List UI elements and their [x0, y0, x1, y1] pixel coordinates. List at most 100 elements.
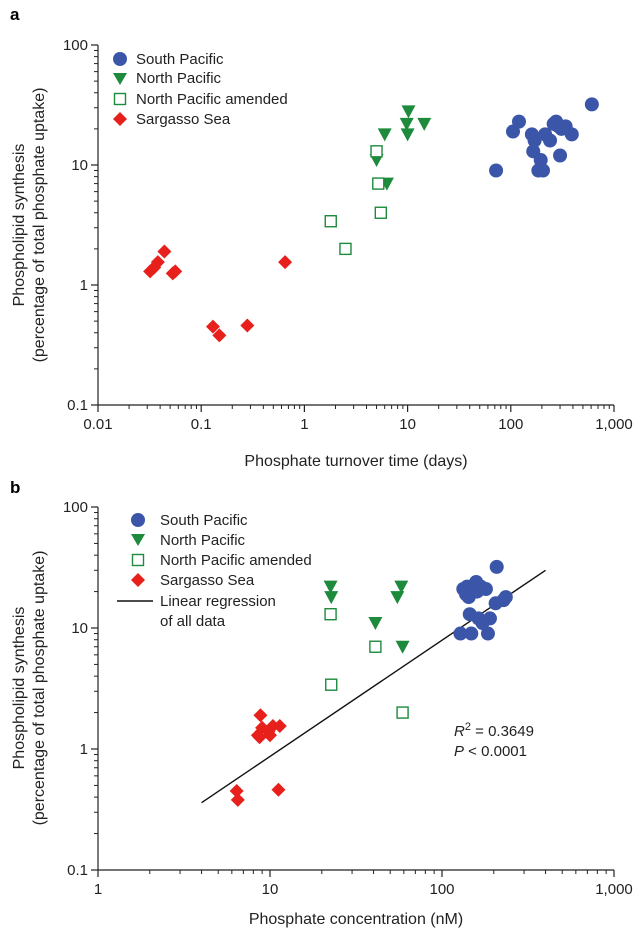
- panel-b-y-axis-title-line2: (percentage of total phosphate uptake): [31, 551, 48, 826]
- north-pacific-amended-point: [372, 177, 385, 190]
- south-pacific-point: [480, 626, 495, 641]
- south-pacific-point: [464, 626, 479, 641]
- legend-label-regression-line2: of all data: [160, 613, 226, 630]
- r-squared-value: = 0.3649: [471, 723, 534, 740]
- p-value-text: P < 0.0001: [454, 743, 527, 760]
- panel-b: b 1 10 100 1,000 0.1 1 10 100 Phosphate concent…: [10, 478, 633, 928]
- north-pacific-point: [323, 580, 338, 594]
- north-pacific-amended-point: [324, 608, 337, 621]
- y-tick-label: 10: [71, 157, 88, 174]
- north-pacific-amended-point: [374, 206, 388, 219]
- north-pacific-point: [395, 640, 410, 654]
- p-symbol: P: [454, 743, 464, 760]
- panel-b-points: [229, 559, 513, 807]
- legend-marker-north-pacific-amended: [131, 553, 145, 567]
- panel-b-label: b: [10, 478, 20, 497]
- legend-label-north-pacific-amended: North Pacific amended: [160, 552, 312, 569]
- y-tick-label: 100: [63, 499, 88, 516]
- north-pacific-point: [417, 117, 432, 131]
- legend-marker-south-pacific: [113, 52, 127, 66]
- sargasso-sea-point: [230, 792, 245, 807]
- north-pacific-amended-point: [339, 242, 352, 256]
- panel-a-legend: South Pacific North Pacific North Pacifi…: [113, 51, 288, 128]
- x-tick-label: 1: [94, 881, 102, 898]
- panel-b-regression: [201, 569, 546, 804]
- panel-a-ticks: 0.01 0.1 1 10 100 1,000 0.1 1 10 100: [63, 37, 633, 433]
- north-pacific-amended-point: [325, 678, 338, 691]
- legend-label-north-pacific: North Pacific: [160, 532, 246, 549]
- y-tick-label: 1: [80, 277, 88, 294]
- y-tick-label: 0.1: [67, 862, 88, 879]
- north-pacific-point: [390, 591, 405, 605]
- legend-label-south-pacific: South Pacific: [136, 51, 224, 68]
- south-pacific-point: [489, 559, 504, 574]
- panel-b-legend: South Pacific North Pacific North Pacifi…: [117, 512, 312, 630]
- panel-a: a 0.01 0.1 1 10 100 1,000 0.1 1 10 100 Phosphate …: [10, 5, 633, 470]
- north-pacific-point: [368, 616, 383, 630]
- legend-label-north-pacific-amended: North Pacific amended: [136, 91, 288, 108]
- legend-marker-north-pacific: [131, 534, 145, 546]
- north-pacific-amended-point: [369, 640, 382, 653]
- panel-a-label: a: [10, 5, 20, 24]
- south-pacific-point: [453, 626, 468, 641]
- north-pacific-point: [401, 105, 416, 119]
- y-tick-label: 100: [63, 37, 88, 54]
- north-pacific-amended-point: [324, 215, 337, 228]
- panel-b-stats-annotation: R2 = 0.3649 P < 0.0001: [454, 721, 534, 760]
- north-pacific-point: [377, 128, 392, 142]
- x-tick-label: 1,000: [595, 881, 633, 898]
- sargasso-sea-point: [272, 718, 287, 733]
- sargasso-sea-point: [240, 318, 255, 333]
- south-pacific-point: [498, 590, 513, 605]
- sargasso-sea-point: [168, 264, 183, 279]
- south-pacific-point: [535, 163, 550, 178]
- legend-label-regression-line1: Linear regression: [160, 593, 276, 610]
- south-pacific-point: [527, 133, 542, 148]
- legend-label-sargasso-sea: Sargasso Sea: [136, 111, 231, 128]
- y-tick-label: 0.1: [67, 397, 88, 414]
- north-pacific-point: [324, 591, 339, 605]
- north-pacific-amended-point: [370, 145, 383, 158]
- north-pacific-point: [399, 117, 414, 131]
- x-tick-label: 100: [498, 416, 523, 433]
- x-tick-label: 10: [399, 416, 416, 433]
- sargasso-sea-point: [271, 782, 286, 797]
- panel-b-ticks: 1 10 100 1,000 0.1 1 10 100: [63, 499, 633, 898]
- x-tick-label: 10: [262, 881, 279, 898]
- legend-marker-sargasso-sea: [131, 573, 145, 587]
- sargasso-sea-point: [229, 783, 244, 798]
- south-pacific-point: [511, 114, 526, 129]
- sargasso-sea-point: [212, 328, 227, 343]
- legend-marker-north-pacific-amended: [113, 92, 127, 106]
- legend-marker-south-pacific: [131, 513, 145, 527]
- panel-b-y-axis-title-line1: Phospholipid synthesis: [11, 607, 28, 770]
- legend-label-south-pacific: South Pacific: [160, 512, 248, 529]
- x-tick-label: 1: [300, 416, 308, 433]
- x-tick-label: 0.01: [83, 416, 112, 433]
- south-pacific-point: [564, 127, 579, 142]
- south-pacific-point: [478, 582, 493, 597]
- regression-line: [201, 569, 546, 804]
- y-tick-label: 1: [80, 741, 88, 758]
- panel-a-y-axis-title-line2: (percentage of total phosphate uptake): [31, 88, 48, 363]
- south-pacific-point: [543, 133, 558, 148]
- sargasso-sea-point: [278, 255, 293, 270]
- south-pacific-point: [533, 153, 548, 168]
- sargasso-sea-point: [205, 319, 220, 334]
- legend-marker-north-pacific: [113, 73, 127, 85]
- sargasso-sea-point: [253, 708, 268, 723]
- sargasso-sea-point: [252, 730, 267, 745]
- x-tick-label: 1,000: [595, 416, 633, 433]
- r-squared-text: R2 = 0.3649: [454, 721, 534, 740]
- north-pacific-amended-point: [396, 706, 409, 719]
- x-tick-label: 0.1: [191, 416, 212, 433]
- panel-a-x-axis-title: Phosphate turnover time (days): [244, 453, 467, 470]
- south-pacific-point: [482, 611, 497, 626]
- legend-label-north-pacific: North Pacific: [136, 70, 222, 87]
- panel-a-y-axis-title-line1: Phospholipid synthesis: [11, 144, 28, 307]
- south-pacific-point: [584, 97, 599, 112]
- north-pacific-point: [394, 580, 409, 594]
- y-tick-label: 10: [71, 620, 88, 637]
